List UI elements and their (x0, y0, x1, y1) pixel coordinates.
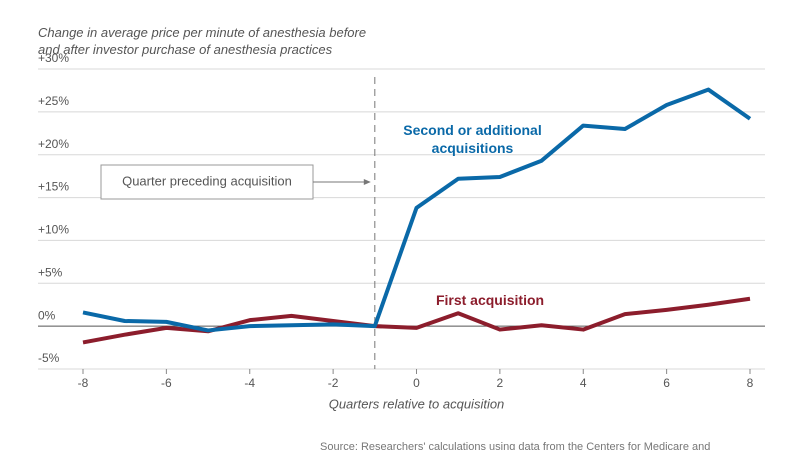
y-tick-label: -5% (38, 351, 60, 365)
x-tick-label: -4 (244, 376, 255, 390)
y-tick-label: +20% (38, 137, 69, 151)
y-tick-label: +15% (38, 180, 69, 194)
x-tick-label: -2 (328, 376, 339, 390)
y-tick-label: 0% (38, 308, 56, 322)
y-tick-label: +5% (38, 265, 63, 279)
x-tick-label: -8 (78, 376, 89, 390)
source-note: Source: Researchers' calculations using … (320, 441, 711, 450)
y-tick-label: +30% (38, 51, 69, 65)
chart-title: Change in average price per minute of an… (38, 25, 367, 57)
x-tick-label: 8 (747, 376, 754, 390)
marker-arrowhead (363, 179, 371, 185)
series-label: Second or additional acquisitions (403, 122, 542, 156)
x-tick-label: 0 (413, 376, 420, 390)
y-tick-label: +10% (38, 223, 69, 237)
x-tick-label: 6 (663, 376, 670, 390)
x-tick-label: -6 (161, 376, 172, 390)
y-tick-label: +25% (38, 94, 69, 108)
x-tick-label: 2 (497, 376, 504, 390)
series-label: First acquisition (435, 292, 545, 308)
x-axis-label: Quarters relative to acquisition (329, 396, 505, 411)
series-line (82, 296, 751, 345)
series-line (82, 87, 752, 333)
marker-label: Quarter preceding acquisition (122, 173, 292, 188)
x-tick-label: 4 (580, 376, 587, 390)
